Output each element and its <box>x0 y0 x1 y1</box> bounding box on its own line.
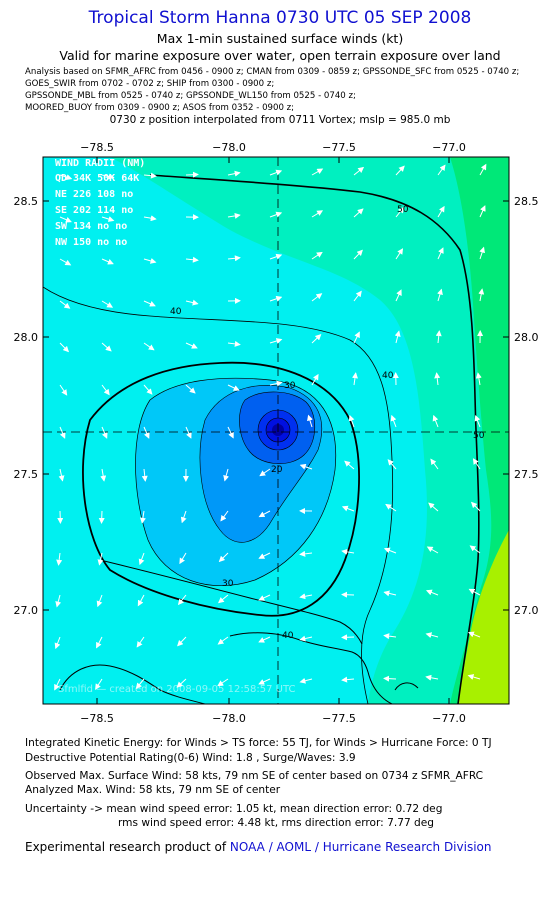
lat-tick-left: 28.0 <box>14 331 39 344</box>
dpr-line: Destructive Potential Rating(0-6) Wind: … <box>25 752 356 764</box>
contour-label: 40 <box>382 371 394 381</box>
lat-tick-right: 28.5 <box>514 195 539 208</box>
lon-tick-bottom: −78.5 <box>80 712 114 725</box>
contour-label: 40 <box>170 307 182 317</box>
wind-radii-header: QD 34K 50K 64K <box>55 173 139 184</box>
wind-radii-row: SE 202 114 no <box>55 205 133 216</box>
ike-line: Integrated Kinetic Energy: for Winds > T… <box>25 737 492 749</box>
lon-tick-top: −78.0 <box>212 141 246 154</box>
lon-tick-bottom: −77.0 <box>432 712 466 725</box>
lat-tick-right: 27.0 <box>514 604 539 617</box>
wind-radii-title: WIND RADII (NM) <box>55 158 145 169</box>
uncertainty-line-2: rms wind speed error: 4.48 kt, rms direc… <box>118 817 434 829</box>
lat-tick-left: 27.0 <box>14 604 39 617</box>
lat-tick-left: 28.5 <box>14 195 39 208</box>
credit-line: Experimental research product of NOAA / … <box>25 840 491 854</box>
watermark: Sfmlfid — created on 2008-09-05 12:58:57… <box>58 684 296 695</box>
uncertainty-line-1: Uncertainty -> mean wind speed error: 1.… <box>25 803 442 815</box>
credit-prefix: Experimental research product of <box>25 840 230 854</box>
wind-radii-row: NE 226 108 no <box>55 189 133 200</box>
contour-label: 20 <box>271 465 283 475</box>
contour-label: 30 <box>284 381 296 391</box>
lat-tick-right: 28.0 <box>514 331 539 344</box>
credit-org-link[interactable]: NOAA / AOML / Hurricane Research Divisio… <box>230 840 492 854</box>
contour-label: 40 <box>282 631 294 641</box>
lon-tick-top: −78.5 <box>80 141 114 154</box>
wind-vector-arrow <box>384 678 396 679</box>
wind-vector-arrow <box>186 174 198 175</box>
contour-label: 50 <box>397 205 409 215</box>
lon-tick-top: −77.0 <box>432 141 466 154</box>
observed-max-line: Observed Max. Surface Wind: 58 kts, 79 n… <box>25 770 483 782</box>
contour-label: 30 <box>222 579 234 589</box>
wind-radii-row: SW 134 no no <box>55 221 127 232</box>
contour-label: 50 <box>473 431 485 441</box>
lon-tick-bottom: −77.5 <box>322 712 356 725</box>
lon-tick-top: −77.5 <box>322 141 356 154</box>
lon-tick-bottom: −78.0 <box>212 712 246 725</box>
analyzed-max-line: Analyzed Max. Wind: 58 kts, 79 nm SE of … <box>25 784 280 796</box>
lat-tick-right: 27.5 <box>514 468 539 481</box>
lat-tick-left: 27.5 <box>14 468 39 481</box>
wind-radii-row: NW 150 no no <box>55 237 127 248</box>
